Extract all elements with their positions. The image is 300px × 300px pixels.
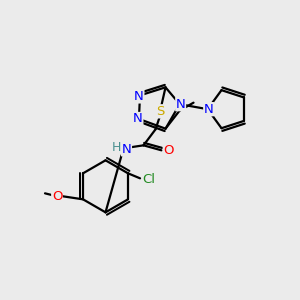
Text: S: S — [156, 105, 165, 118]
Text: N: N — [122, 143, 131, 156]
Text: O: O — [52, 190, 62, 203]
Text: N: N — [176, 98, 185, 111]
Text: N: N — [133, 112, 143, 125]
Text: Cl: Cl — [142, 173, 155, 186]
Text: N: N — [204, 103, 214, 116]
Text: N: N — [134, 90, 144, 103]
Text: H: H — [112, 141, 121, 154]
Text: O: O — [163, 144, 174, 157]
